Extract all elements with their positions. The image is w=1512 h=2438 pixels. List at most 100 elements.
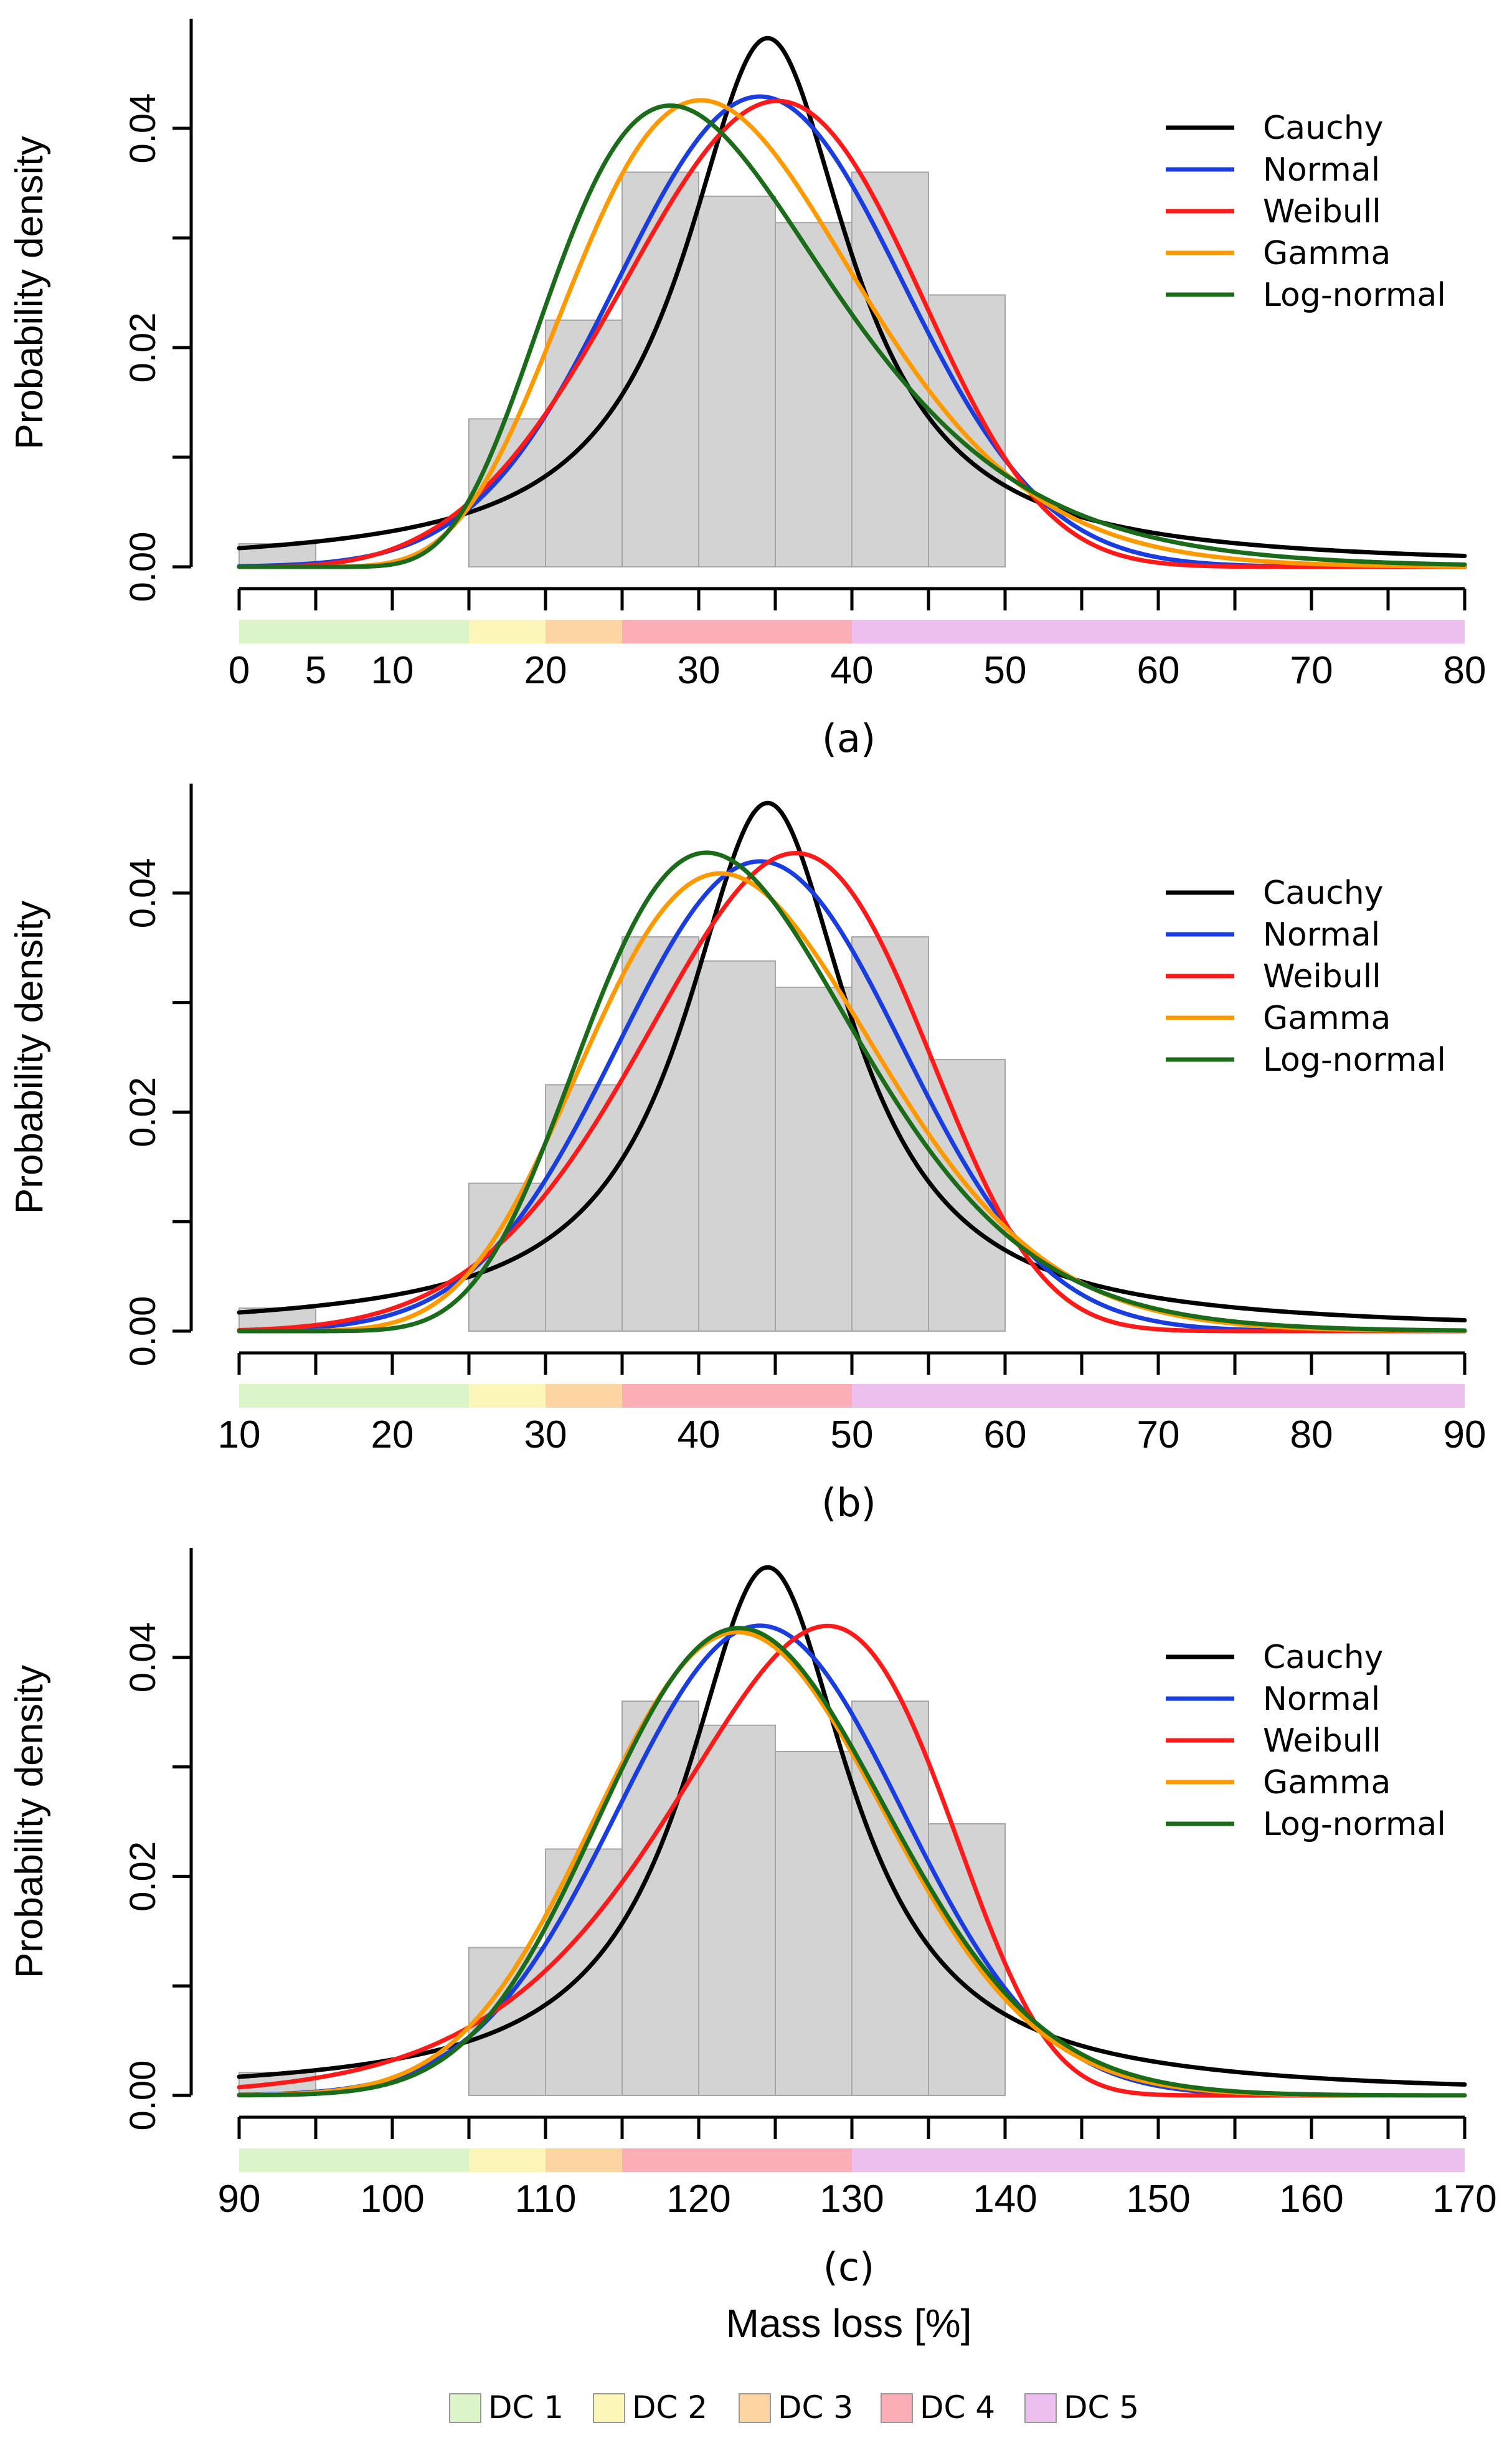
histogram-bar [621, 1700, 699, 2097]
x-tick-label: 150 [1126, 2178, 1190, 2221]
histogram-bar [775, 1750, 853, 2097]
histogram [239, 1700, 1006, 2097]
series-line-log-normal [237, 850, 1467, 1334]
y-tick-label: 0.00 [123, 2061, 163, 2131]
x-tick-label: 0 [229, 649, 250, 692]
legend-label-gamma: Gamma [1263, 1000, 1391, 1037]
dc-band-dc2 [469, 620, 546, 643]
y-tick-label: 0.04 [123, 1622, 163, 1692]
y-tick-label: 0.04 [123, 93, 163, 164]
dc-band-dc1 [239, 2148, 469, 2172]
legend-label-normal: Normal [1263, 916, 1380, 954]
x-tick-label: 90 [1443, 1413, 1486, 1456]
dc-legend-label-4: DC 4 [920, 2389, 995, 2426]
dc-band-dc1 [239, 1384, 469, 1408]
dc-band-dc4 [622, 620, 852, 643]
y-tick-label: 0.02 [123, 1841, 163, 1912]
series-line-log-normal [237, 1626, 1467, 2098]
x-tick-label: 70 [1137, 1413, 1180, 1456]
histogram [239, 936, 1006, 1332]
dc-band-dc5 [852, 620, 1465, 643]
dc-band-dc3 [546, 620, 622, 643]
dc-band-dc3 [546, 2148, 622, 2172]
x-tick-label: 160 [1279, 2178, 1343, 2221]
legend-label-log-normal: Log-normal [1263, 277, 1446, 314]
x-tick-label: 5 [305, 649, 326, 692]
panel-label: (b) [821, 1480, 876, 1525]
x-tick-label: 90 [218, 2178, 261, 2221]
panel-label: (c) [823, 2244, 874, 2290]
dc-band-dc5 [852, 1384, 1465, 1408]
y-tick-label: 0.00 [123, 532, 163, 602]
legend-label-gamma: Gamma [1263, 235, 1391, 272]
histogram-bar [698, 196, 776, 567]
dc-band-dc2 [469, 1384, 546, 1408]
dc-band-strip [239, 2148, 1465, 2172]
density-curves [237, 36, 1467, 569]
dc-band-dc4 [622, 2148, 852, 2172]
x-tick-label: 60 [1137, 649, 1180, 692]
dc-band-dc2 [469, 2148, 546, 2172]
dc-legend-swatch-4 [881, 2393, 913, 2423]
legend-label-weibull: Weibull [1263, 958, 1381, 995]
legend-label-normal: Normal [1263, 1681, 1380, 1718]
x-axis: 90 100 110 120 130 140 150 160 170 [218, 2115, 1497, 2221]
curve-legend: Cauchy Normal Weibull Gamma Log-normal [1166, 875, 1446, 1079]
dc-band-dc1 [239, 620, 469, 643]
dc-legend-swatch-3 [739, 2393, 771, 2423]
x-tick-label: 140 [973, 2178, 1037, 2221]
histogram-bar [621, 936, 699, 1332]
x-tick-label: 30 [524, 1413, 567, 1456]
density-curves [237, 1565, 1467, 2098]
x-tick-label: 80 [1443, 649, 1486, 692]
histogram-bar [698, 960, 776, 1332]
histogram-bar [621, 171, 699, 567]
series-line-log-normal [237, 103, 1467, 569]
x-tick-label: 130 [820, 2178, 884, 2221]
y-tick-label: 0.04 [123, 858, 163, 928]
x-tick-label: 70 [1290, 649, 1333, 692]
x-tick-label: 110 [515, 2178, 577, 2221]
chart-panel-3: 0.00 0.02 0.04 Probability density 90 100 110 1… [8, 1548, 1497, 2290]
dc-band-strip [239, 620, 1465, 643]
x-tick-label: 20 [371, 1413, 414, 1456]
dc-legend-label-5: DC 5 [1064, 2389, 1139, 2426]
y-tick-label: 0.00 [123, 1296, 163, 1367]
dc-band-dc3 [546, 1384, 622, 1408]
curve-legend: Cauchy Normal Weibull Gamma Log-normal [1166, 110, 1446, 314]
y-tick-label: 0.02 [123, 313, 163, 383]
y-axis-title: Probability density [8, 136, 51, 449]
legend-label-weibull: Weibull [1263, 1722, 1381, 1760]
x-tick-label: 10 [218, 1413, 261, 1456]
x-tick-label: 50 [831, 1413, 874, 1456]
x-tick-label: 120 [666, 2178, 730, 2221]
dc-legend-swatch-2 [593, 2393, 625, 2423]
y-tick-label: 0.02 [123, 1077, 163, 1147]
legend-label-normal: Normal [1263, 151, 1380, 189]
histogram-bar [851, 1700, 929, 2097]
legend-label-cauchy: Cauchy [1263, 1639, 1383, 1676]
legend-label-log-normal: Log-normal [1263, 1041, 1446, 1079]
series-line-weibull [237, 98, 1467, 569]
dc-band-dc4 [622, 1384, 852, 1408]
density-curves [237, 800, 1467, 1334]
series-line-weibull [237, 851, 1467, 1334]
legend-label-cauchy: Cauchy [1263, 110, 1383, 147]
histogram-bar [775, 986, 853, 1332]
x-tick-label: 10 [371, 649, 414, 692]
x-tick-label: 60 [984, 1413, 1027, 1456]
dc-legend-label-3: DC 3 [778, 2389, 853, 2426]
dc-legend-swatch-5 [1024, 2393, 1057, 2423]
x-axis: 10 20 30 40 50 60 70 80 90 [218, 1351, 1486, 1456]
dc-legend-swatch-1 [449, 2393, 481, 2423]
dc-legend-label-2: DC 2 [632, 2389, 707, 2426]
chart-panel-2: 0.00 0.02 0.04 Probability density 10 20 30 40 5… [8, 784, 1486, 1525]
chart-panel-1: 0.00 0.02 0.04 Probability density 0 5 10 20 30 4… [8, 19, 1486, 761]
y-axis: 0.00 0.02 0.04 Probability density [8, 784, 193, 1367]
dc-legend: DC 1 DC 2 DC 3 DC 4 DC 5 [449, 2389, 1139, 2426]
dc-band-strip [239, 1384, 1465, 1408]
y-axis: 0.00 0.02 0.04 Probability density [8, 1548, 193, 2131]
y-axis-title: Probability density [8, 1665, 51, 1978]
histogram-bar [698, 1724, 776, 2096]
